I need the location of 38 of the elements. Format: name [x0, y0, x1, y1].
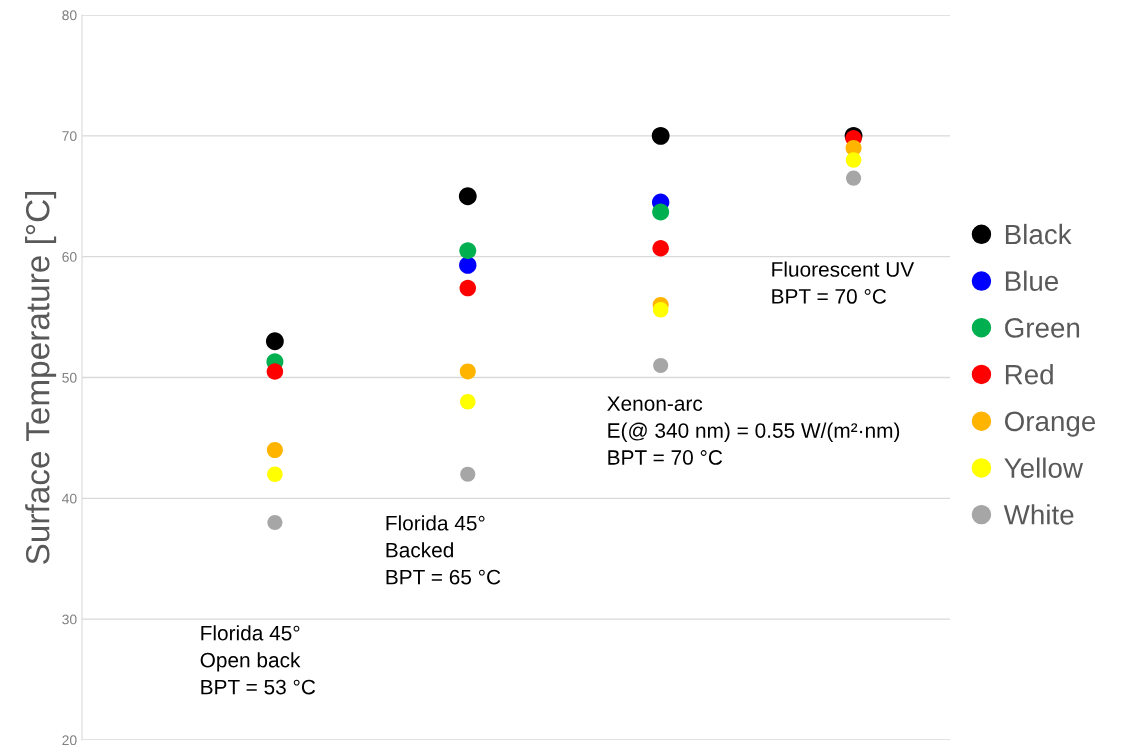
- point: [458, 187, 477, 206]
- y-tick-label: 80: [62, 10, 77, 21]
- point: [652, 302, 669, 318]
- point: [460, 466, 476, 482]
- annotation: Florida 45° Open back BPT = 53 °C: [200, 625, 316, 695]
- point: [267, 514, 283, 531]
- y-tick-label: 30: [62, 614, 77, 625]
- point: [459, 242, 477, 260]
- legend-label: Blue: [1005, 270, 1059, 291]
- annotation: Fluorescent UV BPT = 70 °C: [772, 261, 915, 304]
- point: [266, 441, 283, 459]
- point: [652, 239, 669, 257]
- legend-label: White: [1003, 504, 1074, 525]
- y-tick-label: 20: [62, 735, 77, 745]
- legend-label: Green: [1005, 318, 1080, 338]
- point: [653, 357, 669, 373]
- y-axis-title: Surface Temperature [°C]: [25, 191, 57, 564]
- annotation: Florida 45° Backed BPT = 65 °C: [386, 515, 501, 585]
- point: [459, 279, 477, 297]
- y-tick-label: 60: [62, 252, 77, 262]
- point: [651, 126, 670, 145]
- legend-label: Yellow: [1004, 457, 1084, 478]
- y-tick-label: 70: [62, 131, 77, 141]
- legend-label: Black: [1005, 223, 1072, 245]
- point: [652, 203, 670, 221]
- point: [267, 466, 283, 482]
- y-tick-label: 40: [62, 493, 77, 504]
- point: [845, 152, 862, 168]
- point: [460, 393, 476, 410]
- point: [459, 256, 477, 274]
- legend-label: Orange: [1004, 411, 1096, 437]
- point: [265, 332, 284, 351]
- point: [266, 363, 284, 380]
- point: [459, 363, 476, 380]
- annotation: Xenon-arc E(@ 340 nm) = 0.55 W/(m²·nm) BPT = 70 °C: [607, 396, 900, 465]
- legend-label: Red: [1005, 364, 1053, 385]
- y-tick-label: 50: [62, 372, 77, 383]
- point: [846, 170, 862, 186]
